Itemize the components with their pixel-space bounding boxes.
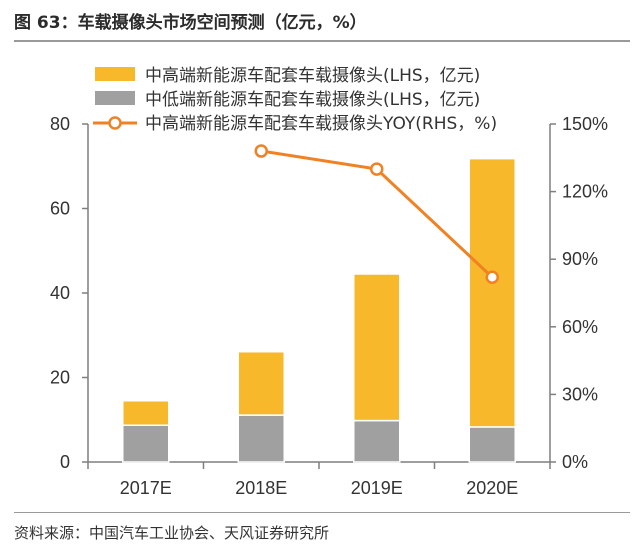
left-tick-label: 20	[50, 368, 70, 388]
x-tick-label: 2018E	[235, 478, 287, 498]
bar-segment-low-end	[353, 419, 401, 463]
left-tick-label: 0	[60, 452, 70, 472]
bar-segment-high-end	[468, 157, 516, 428]
left-tick-label: 40	[50, 283, 70, 303]
legend-swatch	[95, 67, 135, 81]
left-tick-label: 80	[50, 114, 70, 134]
x-tick-label: 2020E	[466, 478, 518, 498]
x-tick-label: 2017E	[120, 478, 172, 498]
yoy-point	[485, 270, 499, 284]
bar-segment-high-end	[237, 350, 285, 416]
right-tick-label: 60%	[562, 317, 598, 337]
source-note: 资料来源：中国汽车工业协会、天风证券研究所	[14, 524, 330, 542]
left-tick-label: 60	[50, 199, 70, 219]
x-tick-label: 2019E	[351, 478, 403, 498]
legend-label: 中高端新能源车配套车载摄像头YOY(RHS，%)	[145, 114, 497, 134]
yoy-point	[370, 162, 384, 176]
bar-segment-high-end	[122, 399, 170, 426]
right-tick-label: 90%	[562, 249, 598, 269]
figure-title: 图 63：车载摄像头市场空间预测（亿元，%）	[14, 13, 367, 33]
legend-swatch	[95, 91, 135, 105]
legend: 中高端新能源车配套车载摄像头(LHS，亿元) 中低端新能源车配套车载摄像头(LHS…	[93, 66, 497, 134]
legend-label: 中低端新能源车配套车载摄像头(LHS，亿元)	[145, 90, 480, 110]
right-tick-label: 30%	[562, 384, 598, 404]
bar-segment-low-end	[237, 414, 285, 463]
bars	[122, 157, 516, 463]
yoy-line	[254, 144, 499, 284]
yoy-point	[254, 144, 268, 158]
bar-segment-low-end	[122, 424, 170, 463]
right-tick-label: 0%	[562, 452, 588, 472]
legend-label: 中高端新能源车配套车载摄像头(LHS，亿元)	[145, 66, 480, 86]
right-tick-label: 150%	[562, 114, 608, 134]
chart: 中高端新能源车配套车载摄像头(LHS，亿元) 中低端新能源车配套车载摄像头(LHS…	[50, 66, 608, 498]
bar-segment-high-end	[353, 273, 401, 422]
right-tick-label: 120%	[562, 182, 608, 202]
bar-segment-low-end	[468, 426, 516, 463]
source-divider	[14, 512, 630, 513]
title-divider	[14, 40, 630, 42]
legend-marker	[108, 116, 122, 130]
